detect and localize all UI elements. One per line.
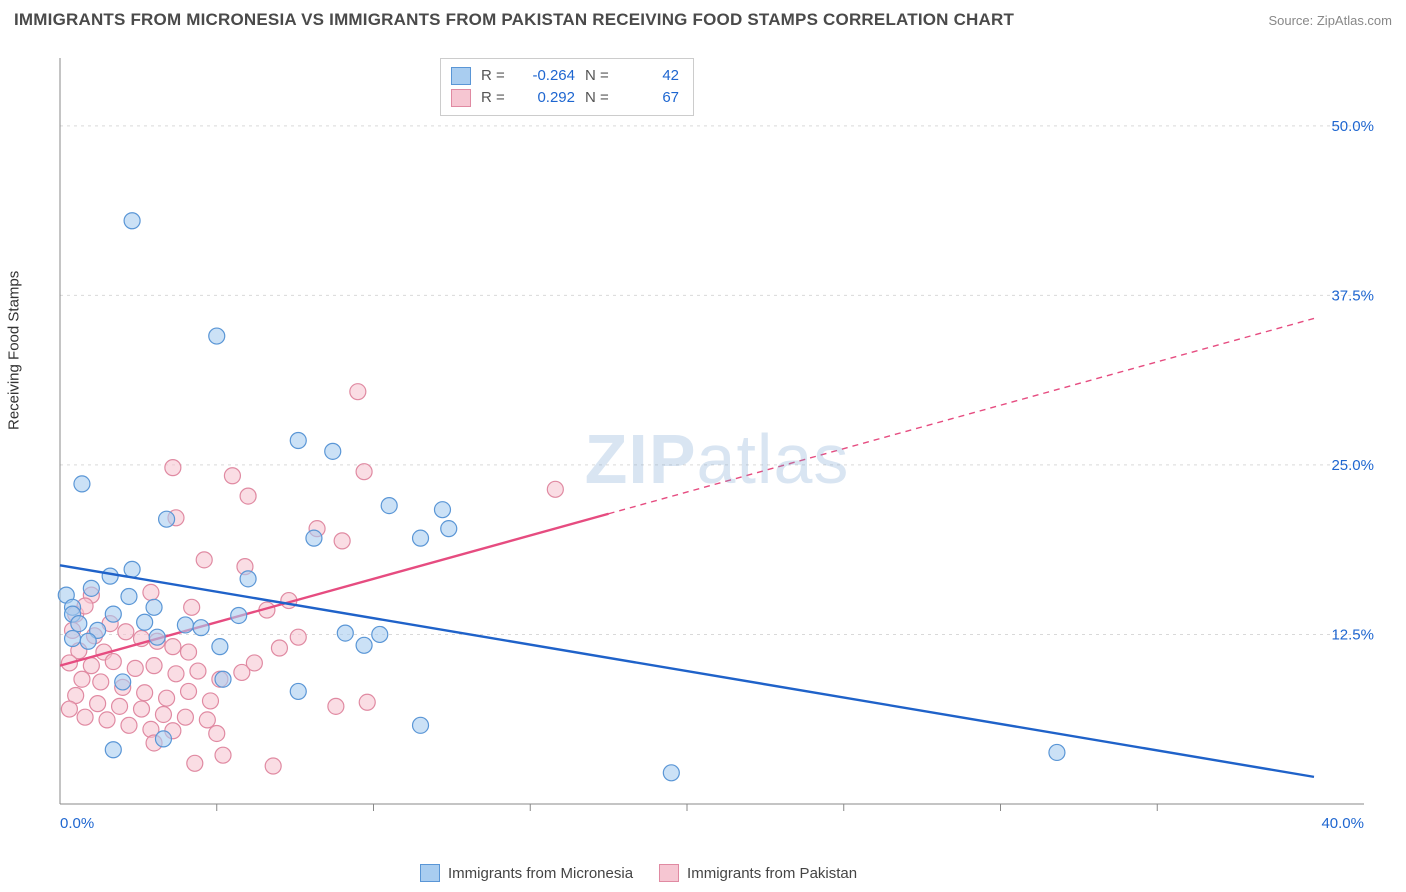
chart-plot-area: ZIPatlas 12.5%25.0%37.5%50.0%0.0%40.0%: [52, 48, 1382, 838]
scatter-svg: 12.5% 25.0% 37.5% 50.0% 0.0% 40.0%: [52, 48, 1382, 838]
swatch-icon: [659, 864, 679, 882]
svg-text:50.0%: 50.0%: [1331, 118, 1374, 135]
legend-item-micronesia: Immigrants from Micronesia: [420, 864, 633, 882]
source-link[interactable]: ZipAtlas.com: [1317, 13, 1392, 28]
source-label: Source: ZipAtlas.com: [1268, 13, 1392, 28]
correlation-legend: R = -0.264 N = 42 R = 0.292 N = 67: [440, 58, 694, 116]
svg-text:40.0%: 40.0%: [1321, 815, 1364, 832]
y-axis-label: Receiving Food Stamps: [6, 271, 23, 430]
chart-title: IMMIGRANTS FROM MICRONESIA VS IMMIGRANTS…: [14, 10, 1014, 30]
legend-item-pakistan: Immigrants from Pakistan: [659, 864, 857, 882]
correlation-row-pink: R = 0.292 N = 67: [451, 87, 679, 109]
legend-label: Immigrants from Pakistan: [687, 865, 857, 882]
swatch-icon: [451, 67, 471, 85]
svg-text:37.5%: 37.5%: [1331, 287, 1374, 304]
svg-text:0.0%: 0.0%: [60, 815, 94, 832]
svg-text:12.5%: 12.5%: [1331, 626, 1374, 643]
series-legend: Immigrants from Micronesia Immigrants fr…: [420, 864, 857, 882]
swatch-icon: [420, 864, 440, 882]
swatch-icon: [451, 89, 471, 107]
correlation-row-blue: R = -0.264 N = 42: [451, 65, 679, 87]
svg-text:25.0%: 25.0%: [1331, 457, 1374, 474]
legend-label: Immigrants from Micronesia: [448, 865, 633, 882]
